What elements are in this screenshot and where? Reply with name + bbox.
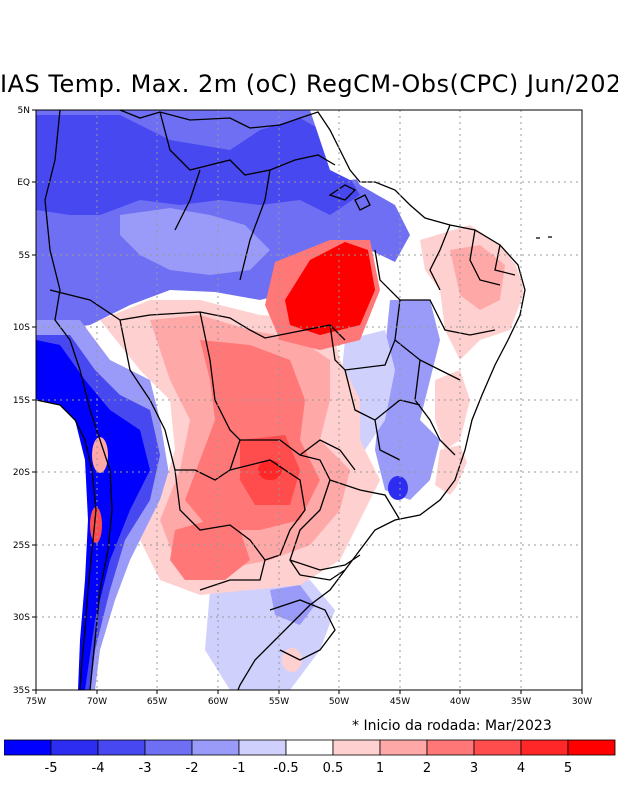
legend-color-box	[4, 739, 52, 756]
south-america-coastline	[119, 110, 526, 690]
lon-label: 30W	[572, 697, 592, 707]
gridlines	[36, 110, 582, 690]
lon-label: 45W	[390, 697, 410, 707]
legend-tick-label: -0.5	[273, 761, 298, 776]
cold-spot-minas	[388, 476, 408, 500]
paraguay-border	[229, 459, 306, 561]
legend-color-box	[379, 739, 428, 756]
andes-border	[44, 110, 113, 690]
country-borders	[36, 110, 552, 690]
lat-label: 35S	[13, 686, 30, 696]
legend-tick-label: 3	[470, 761, 478, 776]
lat-label: 5N	[18, 106, 30, 116]
lon-label: 70W	[87, 697, 107, 707]
legend-color-box	[191, 739, 240, 756]
warm-region-paraguay	[170, 520, 250, 580]
lat-label: 10S	[13, 323, 30, 333]
lon-label: 65W	[147, 697, 167, 707]
lon-label: 40W	[450, 697, 470, 707]
lon-label: 55W	[269, 697, 289, 707]
bolivia-border	[119, 319, 266, 591]
lat-label: 25S	[13, 541, 30, 551]
legend-tick-label: -5	[45, 761, 58, 776]
lat-label: 15S	[13, 396, 30, 406]
legend-color-box	[520, 739, 569, 756]
legend-color-box	[285, 739, 334, 756]
axis-ticks	[32, 109, 583, 694]
argentina-uruguay-border	[269, 599, 336, 661]
run-start-note: * Inicio da rodada: Mar/2023	[352, 718, 552, 734]
legend-tick-label: -4	[92, 761, 105, 776]
warm-region-ne-coast	[435, 370, 470, 450]
coast-islands	[328, 184, 371, 211]
legend-color-box	[567, 739, 616, 756]
legend-tick-labels: -5 -4 -3 -2 -1 -0.5 0.5 1 2 3 4 5	[45, 761, 573, 776]
guianas-border	[159, 111, 336, 281]
legend-tick-label: 5	[564, 761, 572, 776]
warm-region-para	[285, 242, 375, 335]
legend-color-box	[238, 739, 287, 756]
legend-tick-label: 1	[376, 761, 384, 776]
legend-color-box	[50, 739, 99, 756]
color-legend: -5 -4 -3 -2 -1 -0.5 0.5 1 2 3 4 5	[4, 739, 616, 776]
lat-label: EQ	[17, 178, 30, 188]
cold-region-south-mid	[270, 585, 315, 625]
legend-tick-label: -3	[139, 761, 152, 776]
legend-color-box	[473, 739, 522, 756]
chile-coastline	[36, 399, 97, 690]
warm-region-northeast-mid	[450, 245, 505, 310]
legend-color-box	[426, 739, 475, 756]
lat-label: 30S	[13, 613, 30, 623]
legend-tick-label: 4	[517, 761, 525, 776]
lat-label: 5S	[19, 251, 31, 261]
legend-color-box	[332, 739, 381, 756]
legend-tick-label: -2	[186, 761, 199, 776]
legend-tick-label: 2	[423, 761, 431, 776]
lon-label: 75W	[26, 697, 46, 707]
map-title: IAS Temp. Max. 2m (oC) RegCM-Obs(CPC) Ju…	[0, 70, 618, 98]
small-island	[536, 236, 552, 239]
legend-color-box	[144, 739, 193, 756]
lat-label: 20S	[13, 468, 30, 478]
legend-tick-label: 0.5	[323, 761, 344, 776]
warm-region-se-coast	[435, 445, 470, 495]
warm-spot-chile-north	[92, 437, 108, 473]
ocean-mask-east	[310, 110, 582, 690]
lon-label: 35W	[511, 697, 531, 707]
lon-label: 60W	[208, 697, 228, 707]
legend-color-boxes	[4, 739, 616, 756]
anomaly-field	[36, 110, 582, 690]
legend-tick-label: -1	[233, 761, 246, 776]
legend-color-box	[97, 739, 146, 756]
warm-spot-ms	[258, 460, 282, 480]
lon-label: 50W	[329, 697, 349, 707]
